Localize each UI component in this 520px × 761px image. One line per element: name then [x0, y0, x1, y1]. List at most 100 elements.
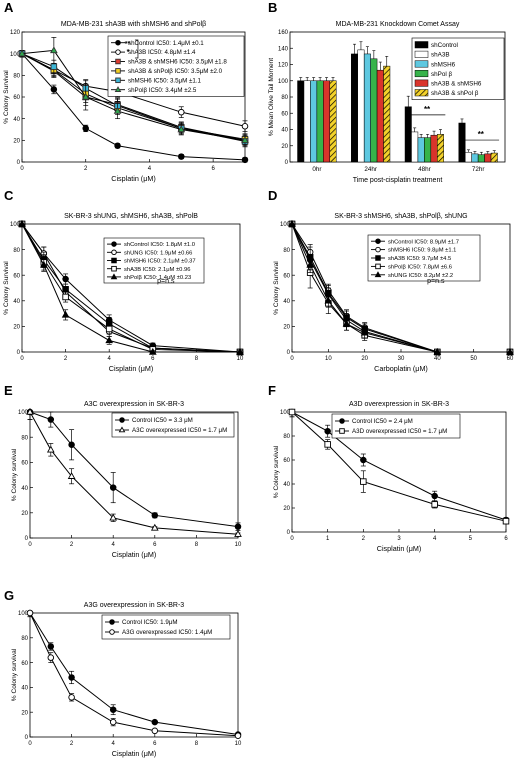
annotation: * [127, 47, 130, 56]
panel-letter: C [4, 188, 14, 203]
y-axis-label: % Colony Survival [273, 261, 280, 315]
data-point [18, 49, 26, 57]
series-1 [26, 609, 242, 740]
x-axis-label: Cisplatin (μM) [111, 174, 155, 183]
x-tick-label: 10 [235, 741, 242, 747]
category-label: 0hr [312, 166, 321, 173]
y-axis-label: % Colony survival [11, 448, 18, 501]
panel-a: A MDA-MB-231 shA3B with shMSH6 and shPolβ… [3, 0, 249, 183]
data-point [234, 523, 242, 530]
panel-letter: D [268, 188, 277, 203]
annotation: p=n.s [157, 278, 175, 285]
data-point [148, 347, 157, 355]
x-tick-label: 0 [28, 542, 32, 548]
series-5 [18, 37, 249, 147]
data-point [68, 674, 75, 681]
y-tick-label: 40 [13, 117, 20, 123]
legend-label: shA3B & shPolβ IC50: 3.5μM ±2.0 [128, 68, 223, 75]
data-point [433, 347, 442, 355]
data-point [62, 275, 69, 283]
data-point [109, 718, 117, 726]
legend-swatch [414, 70, 429, 78]
y-tick-label: 80 [281, 95, 288, 101]
legend-label: shMSH6 IC50: 3.5μM ±1.1 [128, 77, 202, 84]
y-tick-label: 100 [10, 222, 21, 228]
data-point [234, 530, 242, 537]
x-tick-label: 3 [397, 536, 401, 542]
data-point [502, 517, 510, 525]
legend-label: A3D overexpressed IC50 = 1.7 μM [352, 428, 447, 435]
y-tick-label: 20 [21, 710, 28, 716]
data-point [236, 347, 244, 355]
data-point [151, 718, 159, 726]
bar [303, 80, 311, 163]
y-tick-label: 120 [278, 63, 289, 69]
legend-marker [375, 255, 381, 261]
series-line [21, 223, 240, 353]
y-tick-label: 60 [21, 661, 28, 667]
annotation: ** [125, 39, 131, 48]
series-1 [26, 407, 242, 537]
x-axis-label: Cisplatin (μM) [112, 749, 156, 758]
x-tick-label: 5 [469, 536, 473, 542]
y-tick-label: 40 [283, 482, 290, 488]
bar [471, 153, 479, 163]
x-tick-label: 0 [290, 356, 294, 362]
y-tick-label: 20 [13, 325, 20, 331]
data-point [234, 732, 242, 740]
legend-label: shA3B & shMSH6 IC50: 3.5μM ±1.8 [128, 59, 227, 66]
legend: shControl shA3B shMSH6 shPol β shA3B & shMSH… [411, 37, 505, 100]
y-tick-label: 160 [278, 30, 289, 36]
y-tick-label: 20 [13, 139, 20, 145]
x-tick-label: 1 [326, 536, 330, 542]
bar [424, 137, 432, 163]
data-point [47, 643, 55, 650]
legend-swatch [414, 60, 429, 68]
x-tick-label: 30 [398, 356, 405, 362]
panel-letter: F [268, 383, 276, 398]
x-tick-label: 6 [504, 536, 508, 542]
bar [323, 80, 331, 163]
data-point [114, 142, 121, 149]
legend-marker [119, 417, 125, 423]
data-point [241, 136, 249, 144]
legend: shControl IC50: 1.8μM ±1.0 shUNG IC50: 1.… [103, 237, 205, 284]
data-point [50, 46, 58, 54]
y-tick-label: 40 [21, 486, 28, 492]
significance-mark: ** [424, 105, 431, 114]
legend-label: shPol β [431, 71, 453, 78]
panel-letter: B [268, 0, 277, 15]
data-point [288, 408, 296, 416]
y-tick-label: 100 [280, 222, 291, 228]
legend-marker [109, 629, 115, 635]
x-tick-label: 60 [507, 356, 514, 362]
bar [357, 49, 365, 163]
legend-marker [375, 246, 381, 253]
legend: shControl IC50: 1.4μM ±0.1 shA3B IC50: 4.… [107, 35, 245, 97]
data-point [431, 501, 438, 508]
x-axis-label: Cisplatin (μM) [377, 544, 421, 553]
x-axis-label: Time post-cisplatin treatment [353, 177, 443, 184]
legend-marker [339, 418, 345, 424]
y-tick-label: 120 [10, 30, 21, 36]
x-tick-label: 8 [195, 542, 199, 548]
bar [363, 53, 371, 163]
data-point [81, 92, 90, 100]
data-point [241, 156, 249, 164]
legend-marker [375, 238, 381, 244]
x-tick-label: 6 [153, 741, 157, 747]
x-tick-label: 10 [235, 542, 242, 548]
legend-marker [115, 39, 121, 46]
legend-label: shA3B IC50: 2.1μM ±0.96 [124, 267, 190, 273]
x-tick-label: 0 [290, 536, 294, 542]
series-line [21, 223, 241, 353]
data-point [82, 125, 89, 132]
bar [297, 80, 305, 163]
legend-label: shPolβ IC50: 1.4μM ±0.23 [124, 275, 191, 281]
x-tick-label: 4 [112, 542, 116, 548]
x-tick-label: 2 [84, 166, 88, 172]
legend-box [367, 234, 481, 282]
data-point [50, 63, 58, 70]
y-tick-label: 80 [21, 435, 28, 441]
